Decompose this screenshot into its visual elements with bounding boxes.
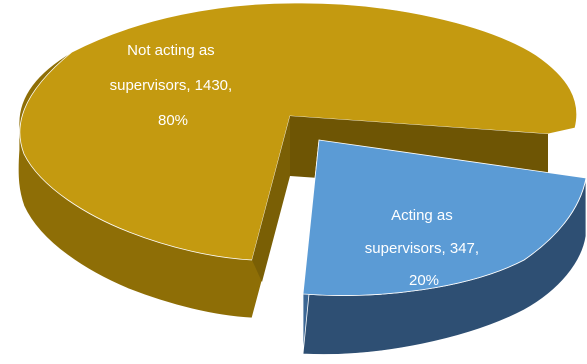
label-acting: Acting as supervisors, 347, 20% bbox=[365, 207, 483, 289]
pie-slice-not-acting-inner-wall-left bbox=[252, 116, 290, 282]
label-not-acting: Not acting as supervisors, 1430, 80% bbox=[110, 42, 237, 129]
label-acting-line-2: supervisors, 347, bbox=[365, 240, 479, 257]
label-not-acting-line-1: Not acting as bbox=[127, 42, 215, 59]
label-acting-line-3: 20% bbox=[409, 272, 439, 289]
label-not-acting-line-2: supervisors, 1430, bbox=[110, 77, 233, 94]
label-acting-line-1: Acting as bbox=[391, 207, 453, 224]
pie-slice-not-acting-as-supervisors bbox=[19, 2, 578, 261]
pie-slice-acting-as-supervisors bbox=[302, 139, 587, 296]
label-not-acting-line-3: 80% bbox=[158, 112, 188, 129]
